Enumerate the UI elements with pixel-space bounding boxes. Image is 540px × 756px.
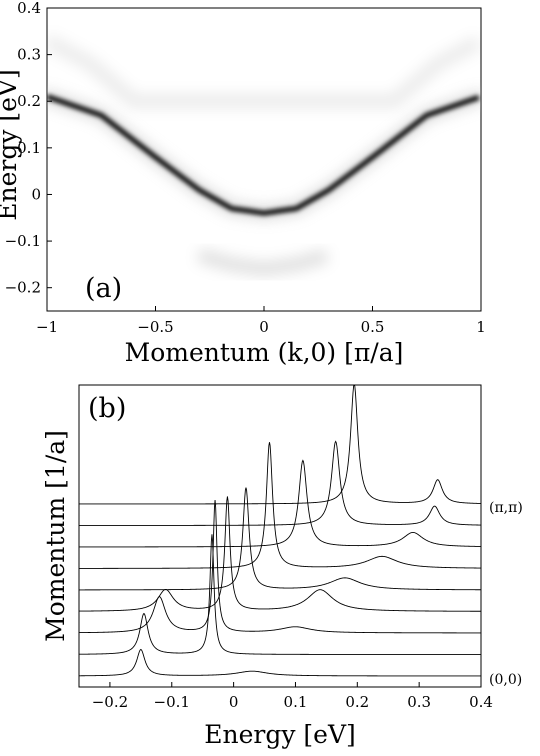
y-tick-label: 0 <box>31 185 41 203</box>
x-tick-label: −1 <box>36 318 58 336</box>
spectra-x-ticks: −0.2 −0.1 0 0.1 0.2 0.3 0.4 <box>92 682 493 711</box>
x-tick-label: 0.2 <box>345 693 369 711</box>
x-tick-label: 0.5 <box>361 318 385 336</box>
panel-label-b: (b) <box>88 393 126 424</box>
spectrum-curve <box>79 442 481 569</box>
x-tick-label: 1 <box>476 318 486 336</box>
y-tick-label: 0.2 <box>17 92 41 110</box>
spectrum-curve <box>79 385 481 505</box>
panel-label-a: (a) <box>85 273 122 304</box>
y-tick-label: 0.3 <box>17 46 41 64</box>
y-tick-label: 0.1 <box>17 139 41 157</box>
band-shadow <box>47 34 481 109</box>
spectrum-curve <box>79 459 481 548</box>
spectra-y-axis-label: Momentum [1/a] <box>41 430 70 642</box>
x-tick-label: 0 <box>259 318 269 336</box>
band-shadow <box>197 248 329 277</box>
spectrum-curve <box>79 487 481 591</box>
heatmap-frame <box>46 7 482 312</box>
heatmap-y-ticks: −0.2 −0.1 0 0.1 0.2 0.3 0.4 <box>5 0 52 297</box>
y-tick-label: −0.2 <box>5 279 41 297</box>
spectrum-curve <box>79 440 481 526</box>
panel-a: −1 −0.5 0 0.5 1 −0.2 −0.1 0 0.1 0.2 0.3 0.4 (a) Mo… <box>0 0 486 367</box>
y-tick-label: 0.4 <box>17 0 41 17</box>
x-tick-label: 0.3 <box>407 693 431 711</box>
band-main-dispersion <box>47 94 480 216</box>
spectrum-curve <box>79 500 481 634</box>
spectra-x-axis-label: Energy [eV] <box>204 720 356 749</box>
heatmap-x-axis-label: Momentum (k,0) [π/a] <box>125 338 404 367</box>
heatmap-y-axis-label: Energy [eV] <box>0 69 22 221</box>
y-tick-label: −0.1 <box>5 232 41 250</box>
heatmap-bands <box>47 34 481 277</box>
spectrum-curve <box>79 496 481 612</box>
spectrum-curve <box>79 648 481 677</box>
spectrum-curve <box>79 534 481 655</box>
x-tick-label: 0 <box>229 693 239 711</box>
spectra-curves <box>79 385 481 677</box>
x-tick-label: −0.2 <box>92 693 128 711</box>
heatmap-x-ticks: −1 −0.5 0 0.5 1 <box>36 306 486 336</box>
label-pi-pi: (π,π) <box>489 500 523 516</box>
label-zero-zero: (0,0) <box>489 672 522 688</box>
spectra-frame <box>78 384 482 688</box>
x-tick-label: −0.5 <box>137 318 173 336</box>
x-tick-label: −0.1 <box>154 693 190 711</box>
x-tick-label: 0.4 <box>469 693 493 711</box>
x-tick-label: 0.1 <box>284 693 308 711</box>
panel-b: −0.2 −0.1 0 0.1 0.2 0.3 0.4 (b) (π,π) (0,0) En… <box>41 384 523 749</box>
